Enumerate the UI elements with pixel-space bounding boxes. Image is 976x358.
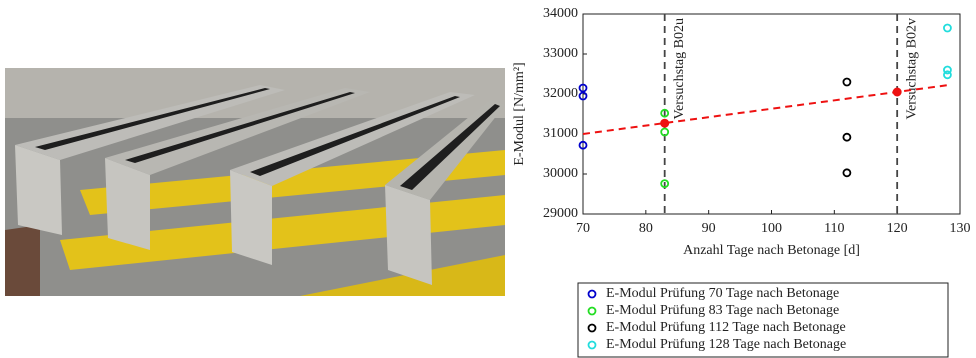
scatter-point (943, 70, 952, 80)
legend-label: E-Modul Prüfung 83 Tage nach Betonage (606, 303, 839, 318)
y-tick-label: 32000 (543, 86, 578, 101)
legend-marker (587, 289, 597, 299)
scatter-point (943, 65, 952, 75)
scatter-point (660, 127, 670, 137)
x-tick-label: 90 (702, 221, 716, 236)
scatter-point (578, 83, 588, 93)
scatter-point (578, 91, 588, 101)
annotation: Versuchstag B02v (904, 18, 919, 120)
x-tick-label: 110 (824, 221, 844, 236)
scatter-point (660, 108, 670, 118)
x-axis-label: Anzahl Tage nach Betonage [d] (683, 243, 860, 258)
scatter-point (842, 77, 852, 87)
legend-marker (587, 306, 597, 316)
scatter-point (943, 23, 952, 33)
x-tick-label: 120 (887, 221, 908, 236)
scatter-point (660, 179, 670, 189)
y-tick-label: 33000 (543, 46, 578, 61)
y-tick-label: 34000 (543, 6, 578, 21)
y-tick-label: 31000 (543, 126, 578, 141)
legend-marker (587, 340, 597, 350)
y-tick-label: 29000 (543, 206, 578, 221)
scatter-point (842, 132, 852, 142)
scatter-point (578, 140, 588, 150)
x-tick-label: 70 (576, 221, 590, 236)
legend-marker (587, 323, 597, 333)
legend-label: E-Modul Prüfung 112 Tage nach Betonage (606, 320, 846, 335)
legend (577, 282, 949, 358)
y-tick-label: 30000 (543, 166, 578, 181)
photo (5, 68, 505, 296)
legend-label: E-Modul Prüfung 70 Tage nach Betonage (606, 286, 839, 301)
x-tick-label: 80 (639, 221, 653, 236)
scatter-point (842, 168, 852, 178)
fit-point (660, 118, 670, 128)
x-tick-label: 130 (950, 221, 971, 236)
legend-label: E-Modul Prüfung 128 Tage nach Betonage (606, 337, 846, 352)
fit-point (892, 87, 902, 97)
trend-line (582, 84, 948, 135)
y-axis-label: E-Modul [N/mm²] (512, 62, 527, 165)
x-tick-label: 100 (761, 221, 782, 236)
annotation: Versuchstag B02u (672, 18, 687, 120)
